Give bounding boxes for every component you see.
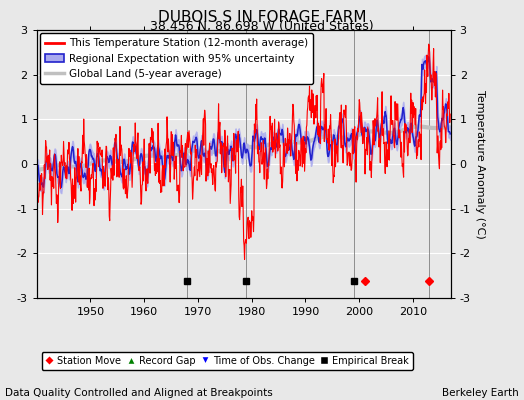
Text: Berkeley Earth: Berkeley Earth <box>442 388 519 398</box>
Text: Data Quality Controlled and Aligned at Breakpoints: Data Quality Controlled and Aligned at B… <box>5 388 273 398</box>
Text: 38.456 N, 86.698 W (United States): 38.456 N, 86.698 W (United States) <box>150 20 374 33</box>
Text: DUBOIS S IN FORAGE FARM: DUBOIS S IN FORAGE FARM <box>158 10 366 25</box>
Y-axis label: Temperature Anomaly (°C): Temperature Anomaly (°C) <box>475 90 485 238</box>
Legend: Station Move, Record Gap, Time of Obs. Change, Empirical Break: Station Move, Record Gap, Time of Obs. C… <box>41 352 413 370</box>
